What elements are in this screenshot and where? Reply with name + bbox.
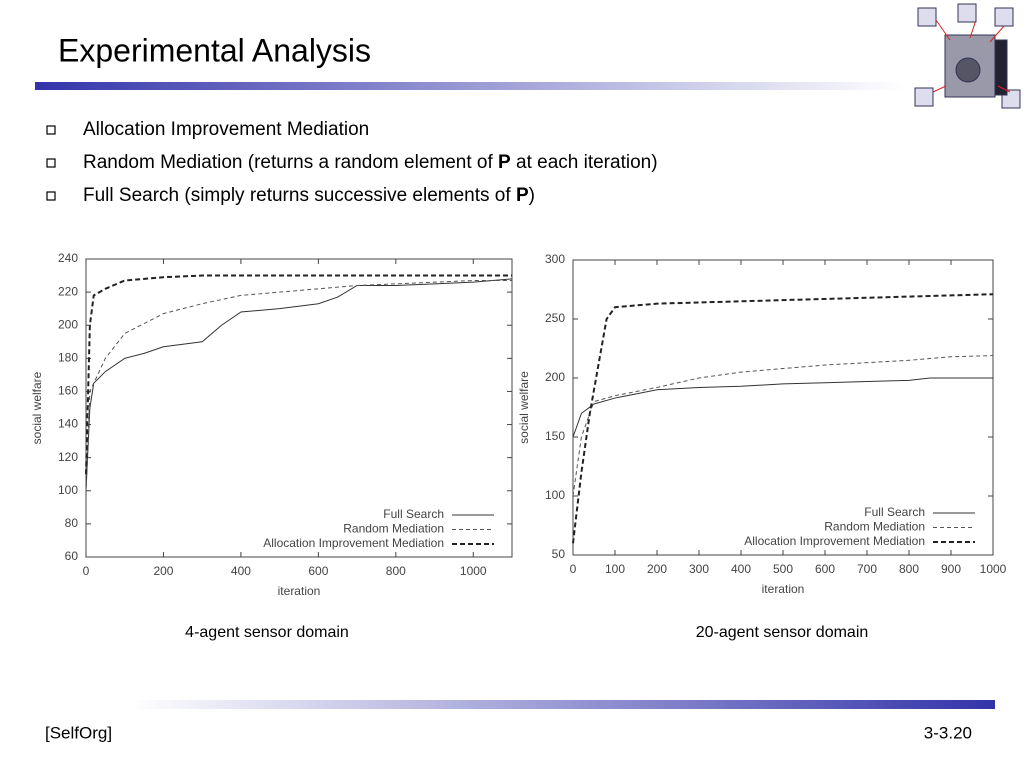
y-tick-label: 60 [65,549,79,563]
y-tick-label: 240 [58,251,78,265]
x-tick-label: 200 [647,562,667,576]
y-axis-label: social welfare [30,371,44,444]
legend-label: Allocation Improvement Mediation [744,534,925,548]
slide-title: Experimental Analysis [58,32,371,68]
y-tick-label: 50 [552,547,566,561]
x-tick-label: 400 [231,564,251,578]
bullet-marker [46,125,56,135]
bullet-part: P [516,185,529,206]
x-tick-label: 0 [83,564,90,578]
y-tick-label: 150 [545,429,565,443]
bullet-text: Full Search (simply returns successive e… [83,185,535,206]
bullet-text: Random Mediation (returns a random eleme… [83,152,658,173]
x-tick-label: 600 [308,564,328,578]
x-tick-label: 400 [731,562,751,576]
bullet-part: Allocation Improvement Mediation [83,119,369,140]
y-tick-label: 200 [545,370,565,384]
legend-label: Full Search [383,507,444,521]
y-tick-label: 200 [58,317,78,331]
y-tick-label: 160 [58,384,78,398]
plot-frame [572,259,994,556]
plot-frame [85,258,513,558]
y-tick-label: 100 [545,488,565,502]
y-tick-label: 120 [58,450,78,464]
series-line [572,293,994,544]
x-tick-label: 200 [153,564,173,578]
x-axis-label: iteration [278,584,321,598]
bullet-part: Random Mediation (returns a random eleme… [83,152,498,173]
chart-caption: 4-agent sensor domain [185,624,349,641]
y-tick-label: 180 [58,351,78,365]
series-line [85,278,513,491]
x-tick-label: 100 [605,562,625,576]
series-line [85,274,512,475]
title-rule [35,82,905,90]
y-axis-label: social welfare [517,371,531,444]
logo [914,3,1021,109]
footer-left: [SelfOrg] [45,723,112,742]
x-tick-label: 800 [386,564,406,578]
series-line [572,377,993,438]
bullet-text: Allocation Improvement Mediation [83,119,369,140]
x-tick-label: 300 [689,562,709,576]
x-tick-label: 900 [941,562,961,576]
legend-label: Allocation Improvement Mediation [263,536,444,550]
y-tick-label: 300 [545,252,565,266]
y-tick-label: 100 [58,483,78,497]
y-tick-label: 220 [58,284,78,298]
y-tick-label: 80 [65,516,79,530]
bullet-part: Full Search (simply returns successive e… [83,185,516,206]
x-tick-label: 1000 [980,562,1007,576]
x-axis-label: iteration [762,582,805,596]
series-line [85,280,512,491]
bullet-marker [46,158,56,168]
footer-rule [130,700,995,709]
legend-label: Random Mediation [343,522,444,536]
y-tick-label: 250 [545,311,565,325]
series-line [572,355,994,497]
bullet-marker [46,191,56,201]
legend-label: Random Mediation [824,520,925,534]
x-tick-label: 500 [773,562,793,576]
x-tick-label: 800 [899,562,919,576]
bullet-part: ) [529,185,535,206]
y-tick-label: 140 [58,417,78,431]
bullet-part: P [498,152,511,173]
x-tick-label: 1000 [460,564,487,578]
bullet-part: at each iteration) [511,152,658,173]
x-tick-label: 600 [815,562,835,576]
footer-right: 3-3.20 [924,723,972,742]
chart-caption: 20-agent sensor domain [696,624,869,641]
x-tick-label: 0 [570,562,577,576]
x-tick-label: 700 [857,562,877,576]
legend-label: Full Search [864,505,925,519]
